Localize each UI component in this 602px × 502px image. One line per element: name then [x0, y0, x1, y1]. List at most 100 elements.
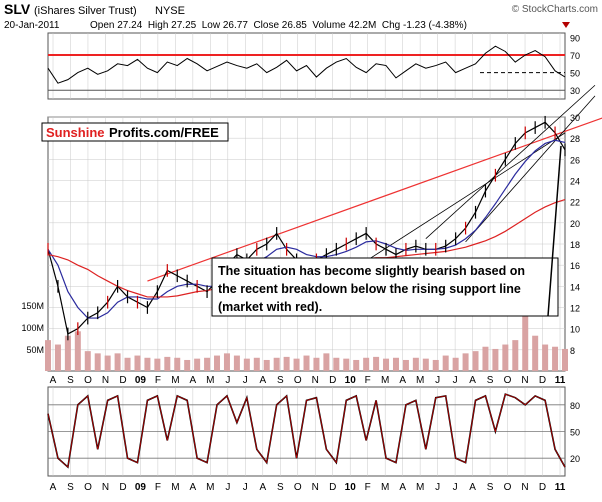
x-tick-label-price: M	[381, 375, 389, 386]
exchange-label: NYSE	[155, 5, 185, 17]
volume-bar	[154, 358, 161, 371]
volume-tick-label: 50M	[26, 345, 44, 355]
logo-part2: Profits.com/FREE	[109, 125, 219, 140]
volume-bar	[343, 358, 350, 371]
x-tick-label-stochastic: O	[294, 482, 302, 493]
x-tick-label-price: N	[521, 375, 528, 386]
price-tick-label: 12	[570, 304, 580, 314]
x-tick-label-stochastic: D	[329, 482, 336, 493]
volume-bar	[164, 356, 171, 371]
price-tick-label: 10	[570, 325, 580, 335]
volume-bar	[233, 355, 240, 371]
volume-bar	[392, 357, 399, 371]
volume-bar	[214, 355, 221, 371]
x-tick-label-stochastic: J	[243, 482, 248, 493]
volume-bar	[54, 344, 61, 371]
volume-bar	[482, 346, 489, 371]
sunshine-logo: Sunshine Profits.com/FREE	[41, 122, 229, 142]
rsi-tick-label: 30	[570, 86, 580, 96]
x-tick-label-price: J	[453, 375, 458, 386]
x-tick-label-price: S	[487, 375, 494, 386]
x-tick-label-stochastic: M	[381, 482, 389, 493]
volume-bar	[253, 357, 260, 371]
rsi-tick-label: 70	[570, 51, 580, 61]
resistance-trend-line	[147, 117, 602, 282]
x-tick-label-stochastic: M	[171, 482, 179, 493]
volume-bar	[184, 359, 191, 371]
price-tick-label: 16	[570, 261, 580, 271]
stochastic-tick-label: 50	[570, 428, 580, 438]
volume-bar	[432, 359, 439, 371]
volume-bar	[412, 357, 419, 371]
x-tick-label-price: M	[206, 375, 214, 386]
volume-bar	[204, 357, 211, 371]
chart-lines	[47, 45, 602, 469]
price-tick-label: 20	[570, 219, 580, 229]
x-tick-label-stochastic: A	[50, 482, 57, 493]
price-tick-label: 26	[570, 155, 580, 165]
volume-bar	[45, 340, 51, 371]
x-tick-label-stochastic: N	[312, 482, 319, 493]
volume-bar	[452, 357, 459, 371]
x-tick-label-stochastic: O	[84, 482, 92, 493]
volume-bar	[94, 353, 101, 371]
annotation-line-3: (market with red).	[218, 300, 322, 314]
x-tick-label-price: A	[259, 375, 266, 386]
x-tick-label-price: N	[102, 375, 109, 386]
volume-bar	[174, 357, 181, 371]
x-tick-label-price: S	[67, 375, 74, 386]
price-tick-label: 18	[570, 240, 580, 250]
ohlc-text: Open 27.24 High 27.25 Low 26.77 Close 26…	[90, 20, 467, 31]
ma-blue-line	[47, 139, 566, 319]
x-tick-label-stochastic: 10	[345, 482, 357, 493]
volume-bar	[333, 357, 340, 371]
volume-bar	[502, 344, 509, 371]
x-tick-label-price: D	[539, 375, 546, 386]
rsi-tick-label: 90	[570, 33, 580, 43]
x-tick-label-price: J	[243, 375, 248, 386]
price-tick-label: 8	[570, 346, 575, 356]
volume-bar	[223, 353, 230, 371]
x-tick-label-stochastic: S	[487, 482, 494, 493]
logo-part1: Sunshine	[46, 125, 105, 140]
x-tick-label-stochastic: N	[521, 482, 528, 493]
volume-bar	[442, 355, 449, 371]
volume-bar	[124, 357, 131, 371]
x-tick-label-price: J	[225, 375, 230, 386]
price-tick-label: 24	[570, 177, 580, 187]
volume-bar	[512, 340, 519, 371]
x-tick-label-stochastic: J	[225, 482, 230, 493]
price-tick-label: 28	[570, 134, 580, 144]
x-tick-label-price: S	[277, 375, 284, 386]
volume-bar	[313, 357, 320, 371]
annotation-line-1: The situation has become slightly bearis…	[218, 264, 525, 278]
x-tick-label-price: A	[190, 375, 197, 386]
volume-bar	[353, 359, 360, 371]
chg-down-arrow-icon	[562, 22, 570, 28]
volume-bar	[492, 348, 499, 371]
x-tick-label-stochastic: A	[399, 482, 406, 493]
volume-bar	[323, 353, 330, 371]
x-tick-label-stochastic: J	[453, 482, 458, 493]
x-tick-label-price: O	[504, 375, 512, 386]
annotation-pointer	[547, 145, 562, 317]
x-tick-label-price: J	[435, 375, 440, 386]
volume-bar	[283, 356, 290, 371]
x-tick-label-price: 09	[135, 375, 147, 386]
volume-bar	[84, 351, 91, 371]
volume-bar	[472, 351, 479, 371]
x-tick-label-price: F	[365, 375, 371, 386]
symbol-name: (iShares Silver Trust)	[34, 5, 137, 17]
x-tick-label-price: O	[84, 375, 92, 386]
volume-bar	[114, 353, 121, 371]
volume-tick-label: 100M	[21, 323, 44, 333]
x-tick-label-stochastic: S	[67, 482, 74, 493]
x-tick-label-stochastic: 11	[555, 482, 566, 493]
price-tick-label: 22	[570, 198, 580, 208]
x-tick-label-price: 11	[555, 375, 566, 386]
annotation-box: The situation has become slightly bearis…	[211, 257, 559, 317]
volume-bar	[243, 358, 250, 371]
volume-bar	[303, 355, 310, 371]
volume-bar	[293, 358, 300, 371]
